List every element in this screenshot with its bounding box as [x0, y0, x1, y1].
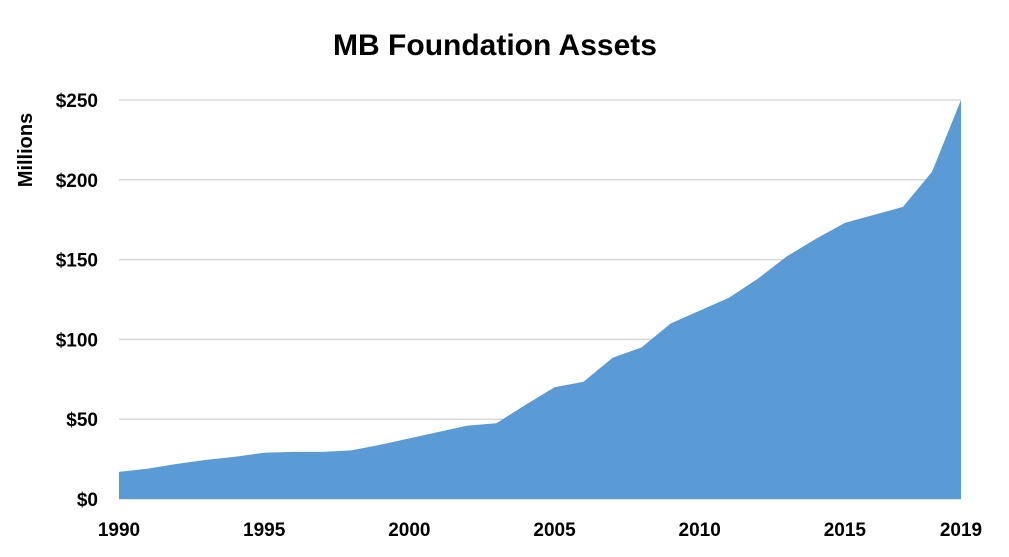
x-tick-label: 2005 [533, 520, 576, 541]
x-tick-label: 1990 [98, 520, 140, 541]
y-tick-label: $100 [56, 330, 98, 351]
y-tick-label: $50 [66, 410, 98, 431]
x-tick-label: 2019 [940, 520, 982, 541]
x-tick-label: 2015 [824, 520, 867, 541]
y-tick-label: $150 [56, 251, 98, 272]
area-series-fill [119, 100, 961, 499]
x-tick-label: 1995 [243, 520, 286, 541]
area-series [119, 100, 961, 499]
y-axis-ticks: $0 $50 $100 $150 $200 $250 [56, 91, 98, 511]
y-axis-label: Millions [15, 113, 37, 187]
y-tick-label: $200 [56, 171, 98, 192]
y-tick-label: $250 [56, 91, 98, 112]
x-axis-ticks: 1990 1995 2000 2005 2010 2015 2019 [98, 520, 982, 541]
chart-title: MB Foundation Assets [333, 29, 657, 62]
y-tick-label: $0 [77, 490, 98, 511]
x-tick-label: 2000 [388, 520, 430, 541]
x-tick-label: 2010 [679, 520, 721, 541]
